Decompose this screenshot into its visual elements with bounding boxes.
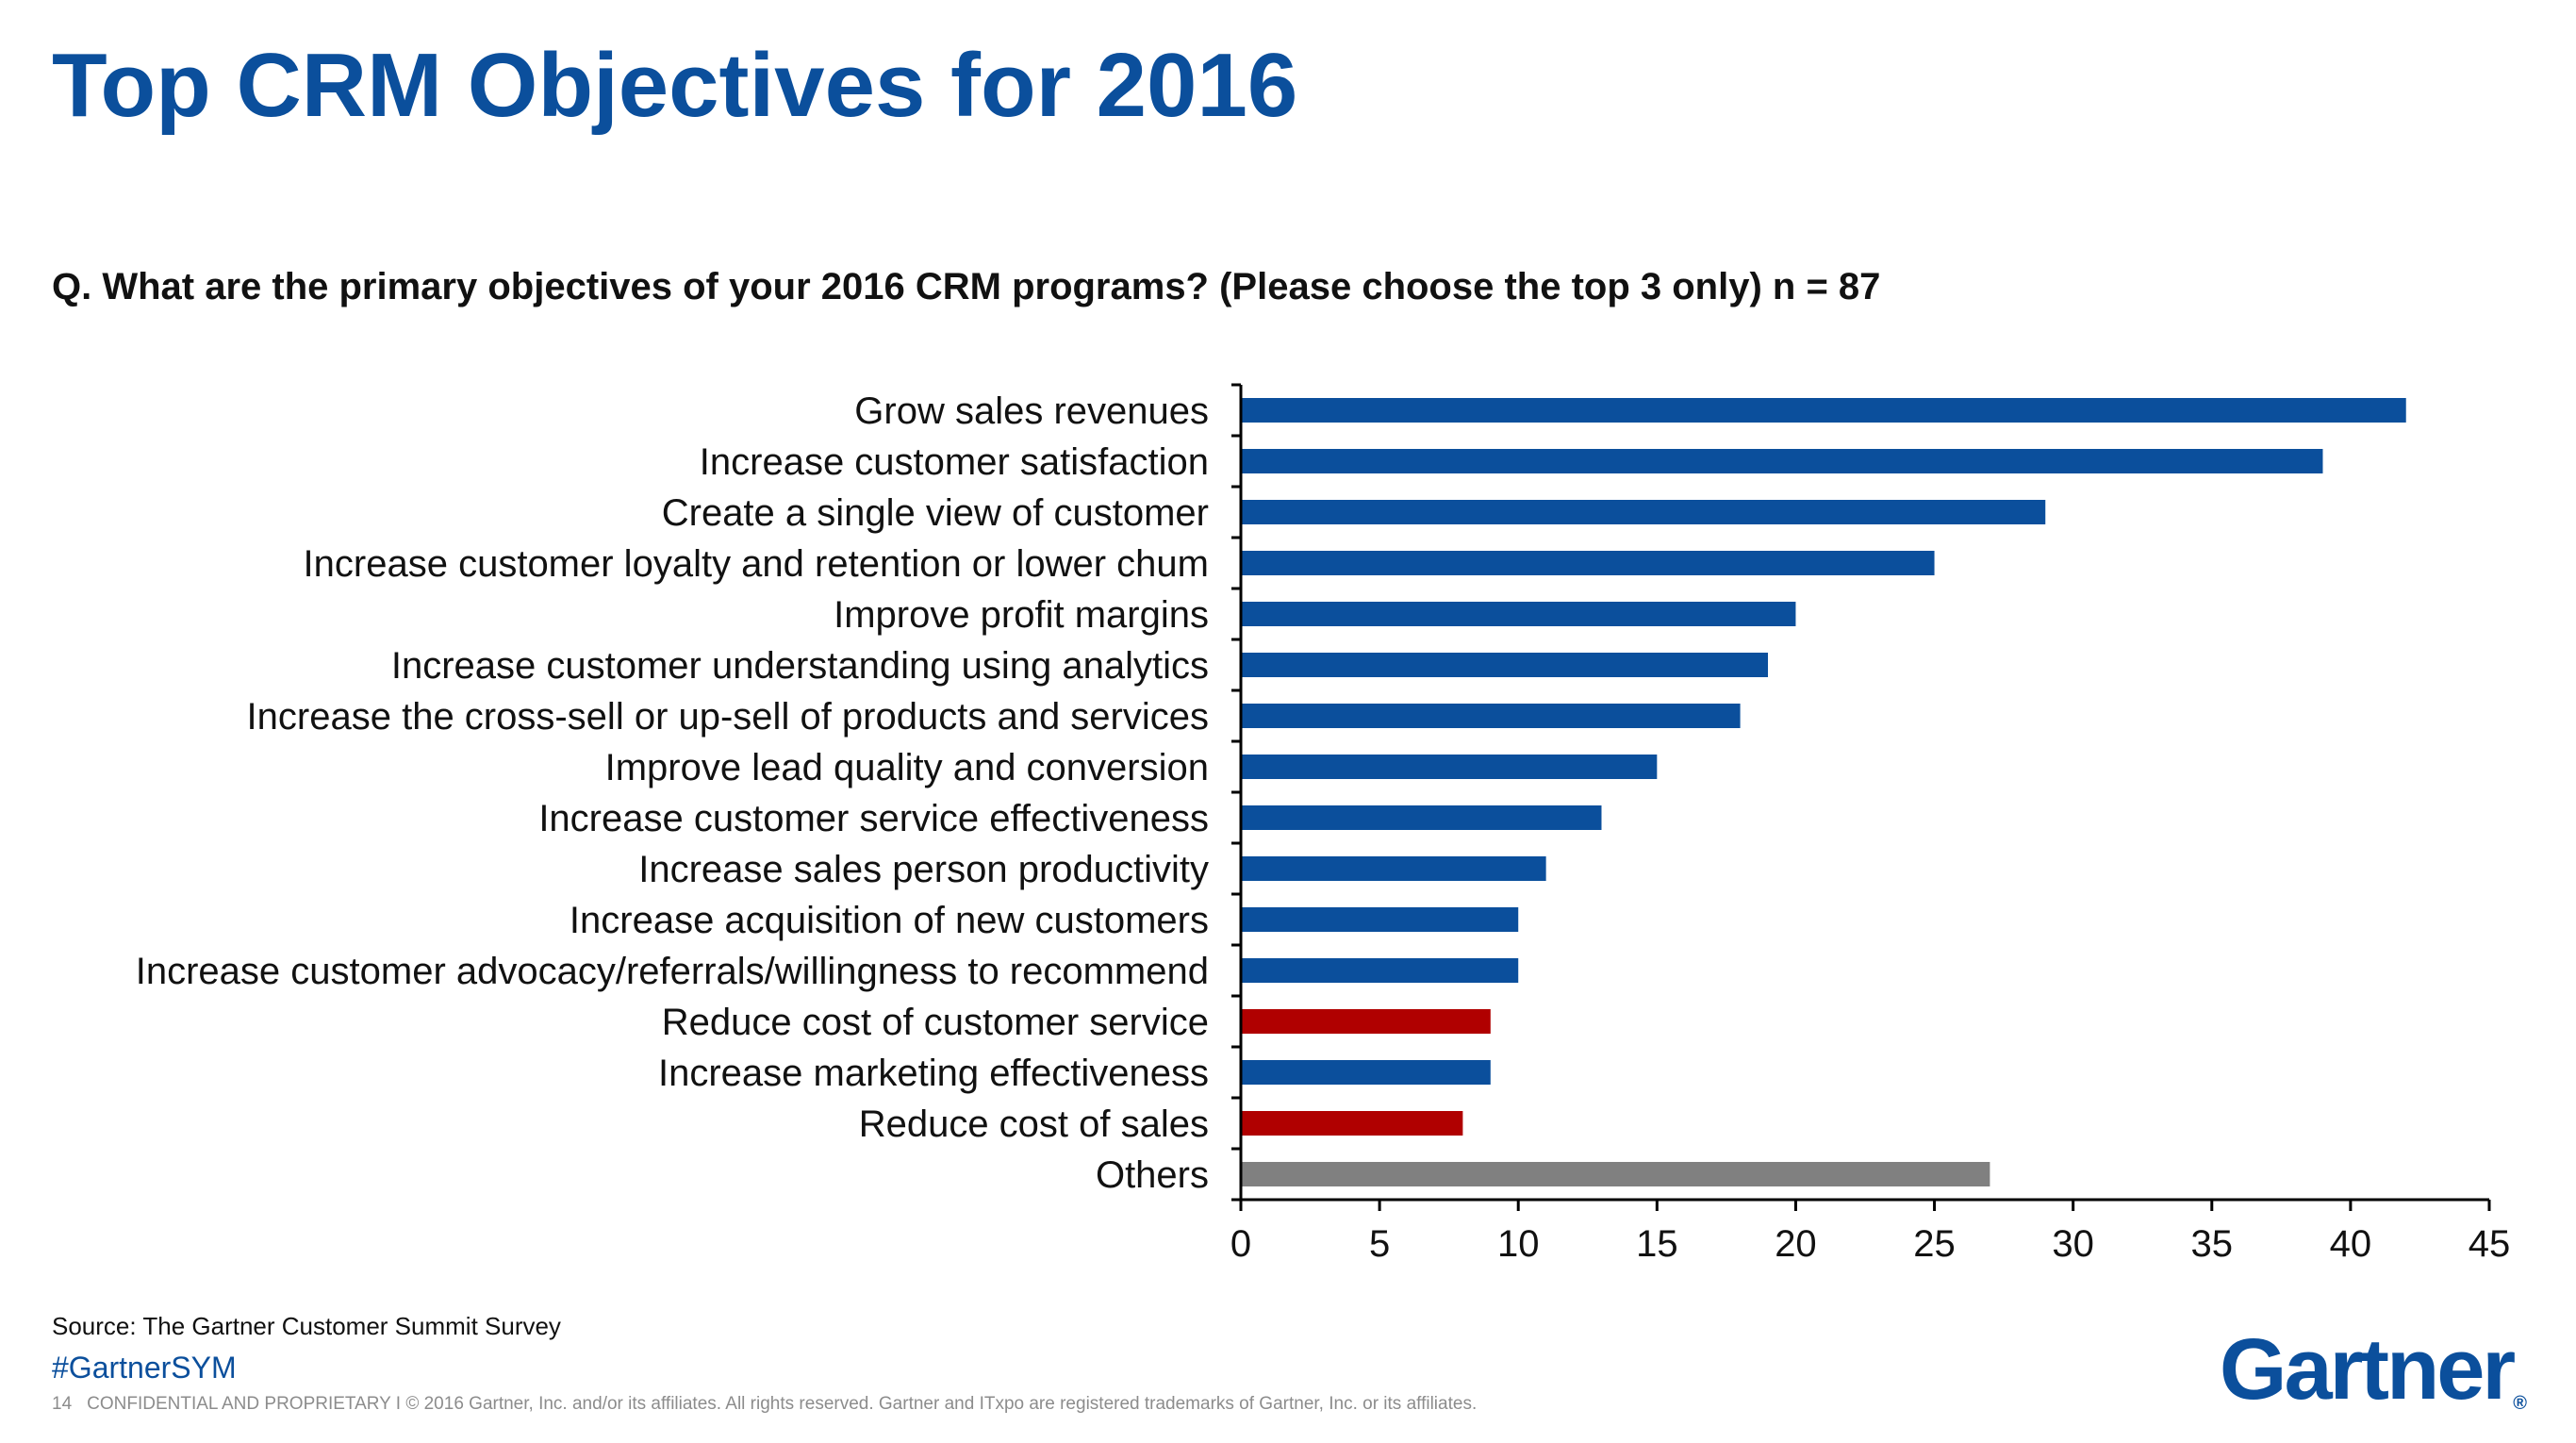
bar-group [1241, 398, 2406, 1186]
category-label: Others [1096, 1154, 1209, 1196]
category-label: Increase marketing effectiveness [658, 1053, 1209, 1094]
chart-axes: 0 5 10 15 20 25 30 35 40 45 [1230, 383, 2511, 1265]
category-label: Improve lead quality and conversion [605, 747, 1209, 788]
category-label: Reduce cost of sales [859, 1103, 1209, 1145]
bar-8 [1241, 755, 1658, 779]
bar-2 [1241, 449, 2323, 473]
x-tick-label: 0 [1230, 1223, 1251, 1265]
x-tick-label: 15 [1636, 1223, 1678, 1265]
category-label: Increase acquisition of new customers [570, 900, 1209, 941]
category-label: Increase customer service effectiveness [538, 798, 1209, 839]
category-label: Increase customer loyalty and retention … [304, 543, 1209, 585]
x-tick-label: 25 [1913, 1223, 1956, 1265]
category-label: Increase customer satisfaction [700, 441, 1209, 483]
hashtag-link[interactable]: #GartnerSYM [52, 1351, 237, 1385]
registered-mark: ® [2513, 1393, 2527, 1414]
category-label: Increase customer advocacy/referrals/wil… [136, 951, 1209, 992]
category-label: Increase the cross-sell or up-sell of pr… [247, 696, 1209, 738]
bar-5 [1241, 602, 1796, 626]
footer-legal-text: CONFIDENTIAL AND PROPRIETARY I © 2016 Ga… [87, 1394, 1478, 1414]
category-label: Increase customer understanding using an… [391, 645, 1209, 687]
page-number: 14 [52, 1394, 73, 1414]
bar-16 [1241, 1162, 1990, 1186]
x-tick-label: 30 [2052, 1223, 2094, 1265]
category-labels: Grow sales revenues Increase customer sat… [136, 390, 1209, 1196]
category-label: Increase sales person productivity [638, 849, 1209, 890]
category-label: Create a single view of customer [662, 492, 1209, 534]
bar-3 [1241, 500, 2046, 524]
x-tick-label: 20 [1775, 1223, 1817, 1265]
bar-13 [1241, 1009, 1491, 1034]
survey-question: Q. What are the primary objectives of yo… [52, 266, 1881, 307]
x-tick-label: 5 [1369, 1223, 1390, 1265]
slide-title: Top CRM Objectives for 2016 [52, 35, 1298, 136]
bar-4 [1241, 551, 1935, 575]
x-tick-label: 40 [2330, 1223, 2372, 1265]
bar-15 [1241, 1111, 1463, 1136]
bar-9 [1241, 805, 1602, 830]
bar-chart: Grow sales revenues Increase customer sat… [136, 383, 2511, 1265]
x-tick-label: 10 [1497, 1223, 1540, 1265]
bar-1 [1241, 398, 2406, 423]
footer-bar: 14 CONFIDENTIAL AND PROPRIETARY I © 2016 … [52, 1394, 1492, 1415]
category-label: Grow sales revenues [854, 390, 1209, 432]
bar-6 [1241, 653, 1769, 677]
bar-12 [1241, 958, 1519, 983]
x-tick-label: 35 [2191, 1223, 2234, 1265]
bar-7 [1241, 704, 1741, 728]
bar-10 [1241, 856, 1546, 881]
bar-11 [1241, 907, 1519, 932]
gartner-logo: Gartner® [2220, 1326, 2527, 1413]
category-label: Reduce cost of customer service [662, 1002, 1209, 1043]
x-tick-label: 45 [2469, 1223, 2511, 1265]
category-label: Improve profit margins [834, 594, 1209, 636]
source-note: Source: The Gartner Customer Summit Surv… [52, 1312, 561, 1340]
logo-wordmark: Gartner [2219, 1321, 2516, 1418]
bar-14 [1241, 1060, 1491, 1085]
